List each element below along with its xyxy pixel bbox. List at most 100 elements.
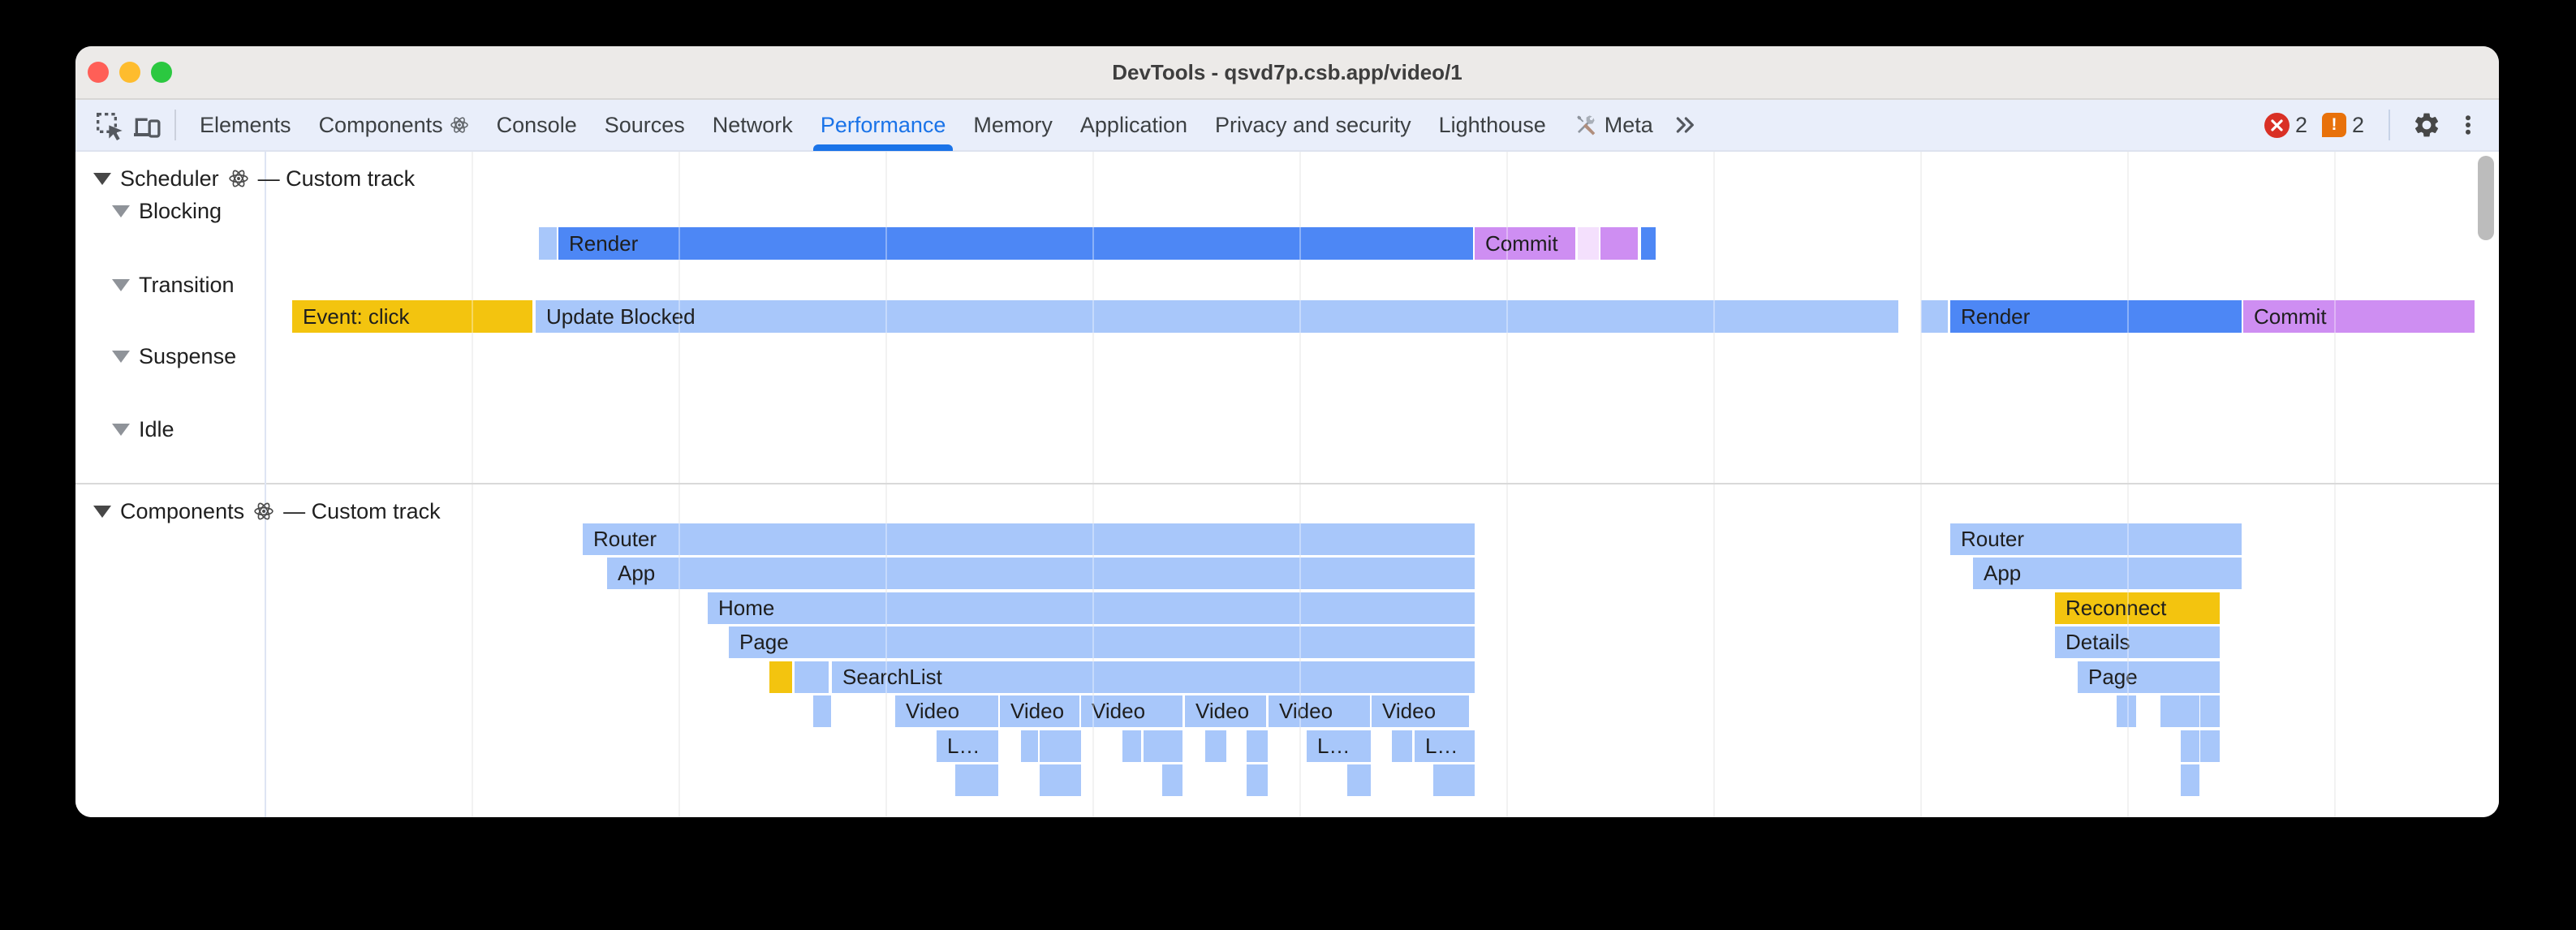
flame-bar-label: Commit [2254, 304, 2327, 329]
flame-bar-label: L… [1317, 734, 1350, 758]
group-suspense[interactable]: Suspense [112, 340, 236, 372]
tab-network[interactable]: Network [712, 112, 793, 137]
flame-bar[interactable]: Page [2078, 661, 2220, 693]
react-atom-icon [450, 117, 468, 133]
flame-bar[interactable]: Reconnect [2055, 592, 2220, 624]
flame-bar[interactable] [1247, 730, 1268, 762]
flame-bar[interactable]: Video [1269, 695, 1370, 727]
flame-bar[interactable] [1040, 730, 1081, 762]
flame-bar[interactable]: Update Blocked [536, 300, 1898, 333]
flame-bar-label: Render [569, 231, 639, 256]
device-toolbar-icon [134, 118, 161, 138]
tab-console[interactable]: Console [496, 112, 577, 137]
flame-bar[interactable]: Details [2055, 626, 2220, 658]
zoom-button[interactable] [151, 62, 172, 83]
flame-bar[interactable]: App [607, 558, 1475, 589]
tab-privacy-and-security[interactable]: Privacy and security [1215, 112, 1411, 137]
tab-components[interactable]: Components [305, 99, 483, 151]
flame-bar[interactable]: Video [1081, 695, 1182, 727]
gridline [1299, 152, 1301, 817]
flame-bar[interactable]: Event: click [292, 300, 532, 333]
flame-bar[interactable] [813, 695, 831, 727]
flame-bar[interactable]: Router [583, 523, 1475, 555]
menu-button[interactable] [2453, 104, 2483, 146]
flame-bar[interactable] [1122, 730, 1141, 762]
tab-performance[interactable]: Performance [807, 99, 960, 151]
flame-bar[interactable]: L… [1415, 730, 1475, 762]
tab-memory[interactable]: Memory [973, 112, 1053, 137]
issues-badge[interactable]: ! 2 [2321, 112, 2364, 138]
flame-bar[interactable]: Render [1950, 300, 2242, 333]
flame-bar[interactable] [2160, 695, 2199, 727]
track-header-scheduler[interactable]: Scheduler — Custom track [93, 162, 415, 195]
flame-bar[interactable] [1921, 300, 1948, 333]
inspect-button[interactable] [90, 104, 127, 146]
flame-bar[interactable] [539, 227, 557, 260]
flame-bar[interactable]: SearchList [832, 661, 1475, 693]
device-toolbar-button[interactable] [127, 104, 165, 146]
flame-bar[interactable] [795, 661, 829, 693]
flame-bar[interactable] [1040, 764, 1081, 796]
flame-bar-label: Router [593, 527, 657, 551]
flame-bar[interactable] [1205, 730, 1226, 762]
gear-icon [2414, 113, 2439, 137]
flame-bar[interactable] [1433, 764, 1475, 796]
react-atom-icon [228, 170, 248, 187]
flame-bar[interactable]: Render [558, 227, 1473, 260]
flame-bar[interactable] [1347, 764, 1371, 796]
flame-bar[interactable]: Home [708, 592, 1475, 624]
flame-bar[interactable] [769, 661, 792, 693]
flame-bar[interactable]: L… [937, 730, 998, 762]
toolbar-separator [174, 110, 176, 140]
disclosure-triangle-icon [112, 205, 130, 217]
toolbar-separator [2389, 110, 2390, 140]
flame-bar[interactable]: L… [1307, 730, 1371, 762]
close-button[interactable] [88, 62, 109, 83]
flame-bar[interactable]: App [1973, 558, 2242, 589]
flame-bar[interactable]: Video [1000, 695, 1079, 727]
flame-bar[interactable] [1600, 227, 1638, 260]
flame-bar[interactable] [2200, 730, 2220, 762]
more-tabs-icon [1676, 117, 1694, 133]
flame-bar[interactable] [955, 764, 998, 796]
flame-bar[interactable]: Commit [1475, 227, 1575, 260]
group-blocking[interactable]: Blocking [112, 195, 222, 227]
flame-bar[interactable]: Video [1185, 695, 1266, 727]
flame-bar[interactable] [2117, 695, 2136, 727]
tab-application[interactable]: Application [1079, 112, 1187, 137]
minimize-button[interactable] [119, 62, 140, 83]
gridline [1920, 152, 1922, 817]
settings-button[interactable] [2408, 104, 2445, 146]
group-transition[interactable]: Transition [112, 269, 235, 301]
flame-bar[interactable] [1641, 227, 1656, 260]
flame-bar[interactable] [1162, 764, 1182, 796]
devtools-window: DevTools - qsvd7p.csb.app/video/1 Elemen… [75, 46, 2499, 817]
more-tabs-button[interactable] [1667, 104, 1703, 146]
tab-meta[interactable]: Meta [1560, 99, 1667, 151]
flame-bar[interactable] [2181, 764, 2199, 796]
flame-bar-label: L… [1425, 734, 1458, 758]
flame-bar[interactable] [2200, 695, 2220, 727]
flame-bar-label: L… [947, 734, 980, 758]
flame-bar[interactable]: Commit [2243, 300, 2475, 333]
flame-bar[interactable] [1021, 730, 1038, 762]
flame-bar[interactable] [2181, 730, 2199, 762]
flame-bar[interactable]: Page [729, 626, 1475, 658]
flame-bar[interactable] [1392, 730, 1412, 762]
scrollbar-thumb[interactable] [2478, 156, 2494, 240]
tab-sources[interactable]: Sources [604, 112, 685, 137]
traffic-lights [88, 46, 172, 98]
flame-bar[interactable] [1247, 764, 1268, 796]
issues-count: 2 [2351, 112, 2364, 137]
flame-bar[interactable]: Video [1372, 695, 1469, 727]
error-badge[interactable]: 2 [2264, 112, 2307, 138]
flame-bar[interactable]: Video [895, 695, 998, 727]
flame-bar[interactable] [1144, 730, 1182, 762]
group-idle[interactable]: Idle [112, 413, 174, 446]
track-header-components[interactable]: Components — Custom track [93, 495, 441, 527]
flame-bar[interactable]: Router [1950, 523, 2242, 555]
tab-elements[interactable]: Elements [200, 112, 291, 137]
tab-lighthouse[interactable]: Lighthouse [1438, 112, 1546, 137]
flame-bar[interactable] [1578, 227, 1599, 260]
